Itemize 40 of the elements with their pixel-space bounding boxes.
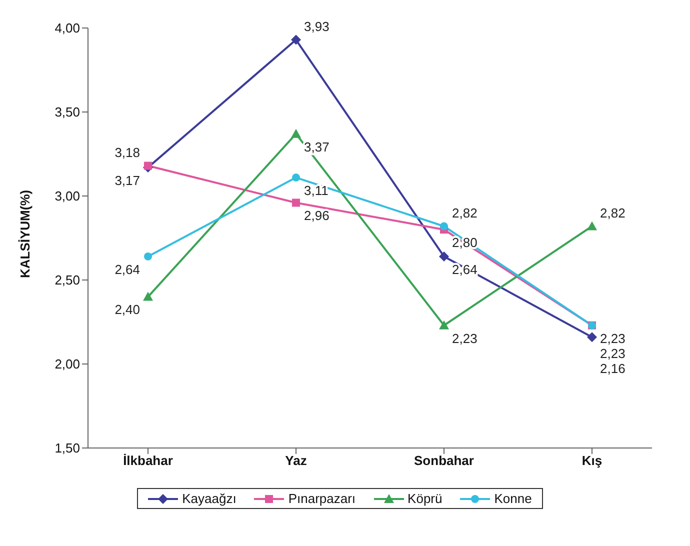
x-tick-label: Yaz <box>285 453 308 468</box>
data-label: 3,93 <box>304 19 330 34</box>
x-tick-label: Kış <box>582 453 602 468</box>
point <box>587 221 597 230</box>
data-label: 2,82 <box>600 206 626 221</box>
point <box>292 174 300 182</box>
data-label: 2,23 <box>600 330 626 346</box>
y-tick-label: 3,50 <box>54 104 80 120</box>
data-label: 2,23 <box>600 346 626 361</box>
point <box>144 162 152 170</box>
legend-label: Köprü <box>408 491 442 506</box>
point <box>587 332 597 342</box>
x-tick-label: Sonbahar <box>414 453 474 468</box>
data-label: 2,40 <box>114 302 140 318</box>
point <box>292 198 300 207</box>
data-label: 2,96 <box>304 208 330 224</box>
data-label: 2,64 <box>114 262 140 277</box>
x-tick-label: İlkbahar <box>123 453 173 468</box>
y-tick-label: 1,50 <box>54 440 80 456</box>
y-tick-label: 3,00 <box>54 188 80 204</box>
data-label: 2,82 <box>452 206 478 221</box>
legend-label: Konne <box>494 491 532 506</box>
data-label: 2,16 <box>600 360 626 376</box>
point <box>144 252 152 260</box>
data-label: 2,23 <box>452 330 478 346</box>
legend-label: Pınarpazarı <box>288 491 356 506</box>
point <box>439 251 449 262</box>
data-label: 3,18 <box>114 145 140 160</box>
data-label: 3,17 <box>114 172 140 188</box>
legend-label: Kayaağzı <box>182 491 236 506</box>
point <box>440 222 448 230</box>
y-tick-label: 2,00 <box>54 356 80 372</box>
y-tick-label: 2,50 <box>54 272 80 288</box>
point <box>439 320 449 330</box>
data-label: 3,11 <box>304 182 328 198</box>
y-tick-label: 4,00 <box>54 20 80 36</box>
point <box>143 292 153 301</box>
point <box>291 34 301 45</box>
y-axis-title: KALSİYUM(%) <box>18 190 33 278</box>
point <box>291 128 301 138</box>
